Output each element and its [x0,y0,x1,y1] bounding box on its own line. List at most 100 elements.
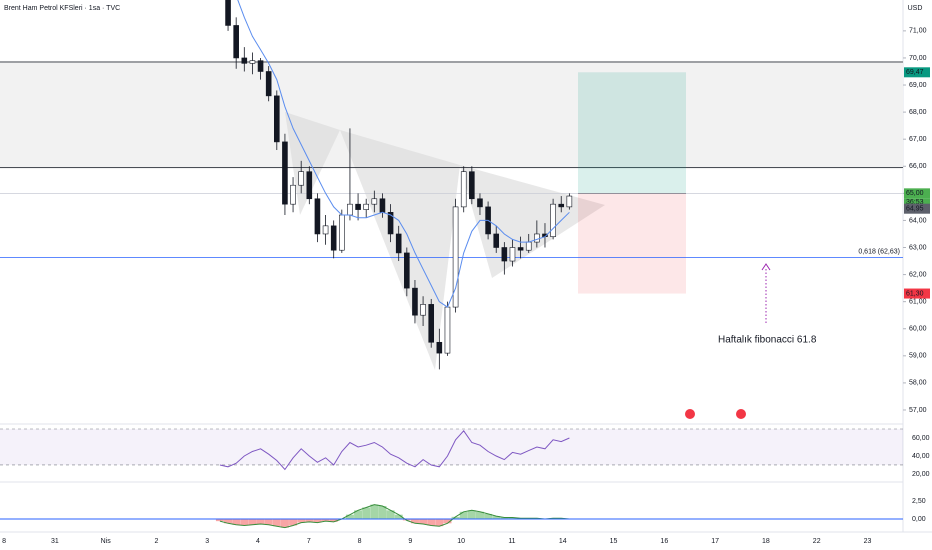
candle-body [566,195,573,208]
macd-bar [305,518,314,522]
candle-body [395,233,402,254]
y-tick-label: 70,00 [909,55,927,62]
candle-body [339,214,345,251]
candle-body [509,247,516,262]
candle-body [355,203,361,210]
y-tick-label: 68,00 [909,109,927,116]
macd-bar [451,516,460,519]
moving-average [237,0,570,308]
candle-body [460,171,467,208]
macd-bar [240,518,249,526]
price-tag [904,188,930,199]
macd-bar [329,518,338,522]
y-tick-label: 64,00 [909,217,927,224]
macd-bar [370,504,379,519]
candle-body [298,171,304,186]
macd-bar [427,518,436,526]
y-tick-label: 71,00 [909,28,927,35]
candle-body [274,95,280,143]
stop-zone [578,193,686,294]
macd-bar [264,518,273,525]
macd-bar [475,511,484,519]
price-tag [904,288,930,299]
event-icon[interactable] [685,409,695,419]
x-tick-label: 31 [51,538,59,545]
x-tick-label: 9 [408,538,412,545]
price-tag-label: 61,30 [906,290,924,297]
price-tag [904,67,930,78]
x-tick-label: 16 [660,538,668,545]
macd-bar [394,514,403,519]
macd-bar [297,518,306,523]
macd-bar [492,516,501,519]
y-tick-label: 58,00 [909,380,927,387]
candle-body [550,203,556,237]
macd-bar [345,514,354,519]
candle-body [241,57,248,64]
x-tick-label: 4 [256,538,260,545]
candle-body [330,225,337,251]
y-tick-label: 62,00 [909,271,927,278]
candle-body [558,203,565,208]
macd-bar [467,510,476,519]
price-tag [904,203,930,214]
macd-bar [378,506,387,519]
x-tick-label: 18 [762,538,770,545]
candle-body [282,141,288,205]
countdown: 36:53 [906,199,924,206]
candle-body [412,287,418,316]
macd-bar [224,518,233,524]
x-tick-label: 14 [559,538,567,545]
macd-bar [272,518,281,527]
annotation: Haftalık fibonacci 61.8 [718,335,817,346]
macd-bar [256,518,265,525]
candle-body [477,198,483,208]
macd-bar [419,518,428,525]
candle-body [387,212,394,235]
macd-bar [435,518,444,527]
candle-body [444,306,451,354]
event-icon[interactable] [736,409,746,419]
candle-body [314,198,321,235]
y-tick-label: 66,00 [909,163,927,170]
macd-bar [386,510,395,519]
candle-body [501,247,508,262]
y-tick-label: 61,00 [909,299,927,306]
macd-bar [402,518,411,521]
annotation-arrowhead [761,263,771,271]
macd-bar [248,518,257,525]
x-tick-label: 17 [711,538,719,545]
y-tick-label: 57,00 [909,407,927,414]
candle-body [436,341,443,354]
macd-line [219,504,570,529]
x-tick-label: 8 [358,538,362,545]
price-tag-label: 64,95 [906,206,924,213]
candle-body [404,252,410,289]
candle-body [493,233,500,248]
x-tick-label: 23 [864,538,872,545]
candle-body [233,25,239,59]
price-tag-label: 65,00 [906,190,924,197]
candle-body [347,203,353,216]
x-tick-label: 11 [508,538,515,545]
y-tick-label: 67,00 [909,136,927,143]
macd-bar [410,518,419,524]
rsi-tick-label: 40,00 [912,453,930,460]
candle-body [379,198,386,213]
candle-body [469,171,475,200]
candle-body [257,60,264,72]
candle-body [534,233,540,243]
candle-body [306,171,313,200]
macd-bar [508,517,517,519]
target-zone [578,72,686,194]
y-tick-label: 63,00 [909,244,927,251]
candle-body [371,198,378,205]
range-zone [0,61,903,169]
macd-bar [289,518,298,526]
x-tick-label: Nis [101,538,112,545]
macd-bar [500,517,509,519]
candle-body [265,71,272,97]
currency: USD [908,5,923,12]
macd-bar [362,507,371,519]
